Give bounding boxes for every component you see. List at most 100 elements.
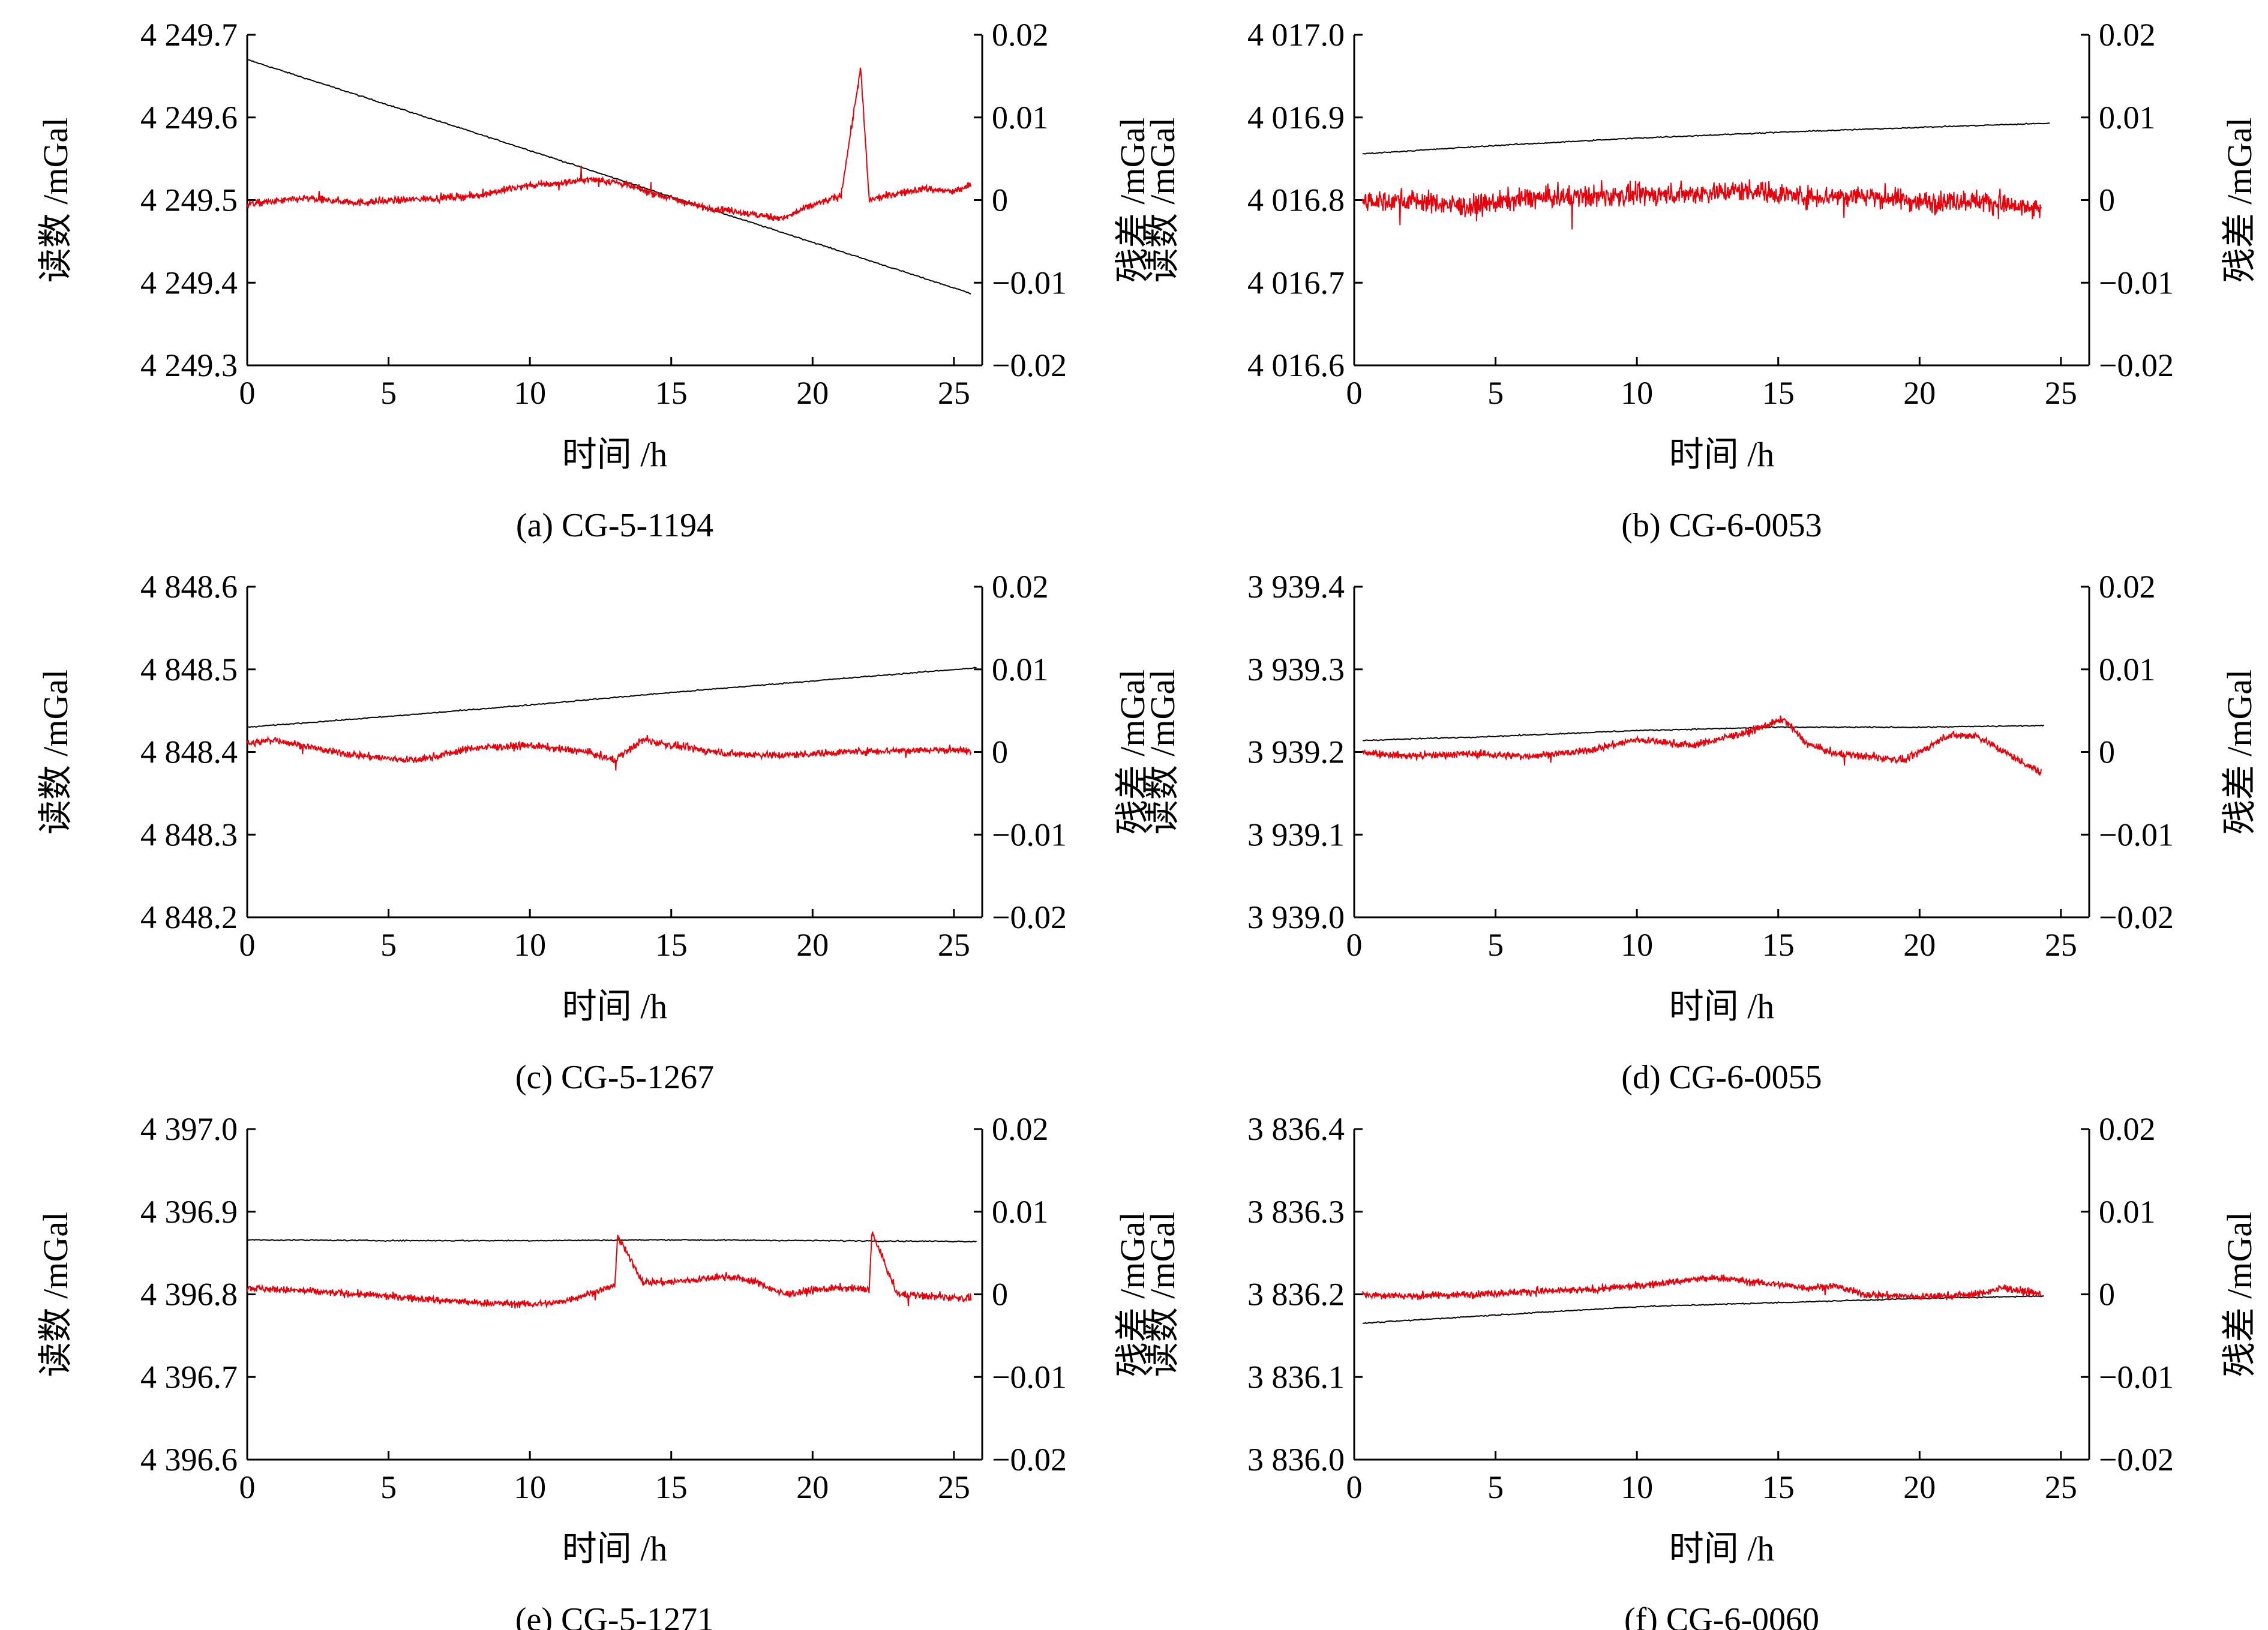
reading-line xyxy=(247,58,971,295)
y-right-tick-label: 0.01 xyxy=(992,100,1049,136)
y-right-axis-title: 残差 /mGal xyxy=(1113,118,1152,283)
x-axis-title: 时间 /h xyxy=(562,435,668,474)
y-left-tick-label: 4 848.2 xyxy=(140,899,238,935)
y-left-tick-label: 4 249.6 xyxy=(140,100,238,136)
y-right-tick-label: −0.02 xyxy=(2099,1442,2174,1478)
x-tick-label: 15 xyxy=(655,1469,688,1505)
x-tick-label: 15 xyxy=(1762,375,1795,411)
y-left-tick-label: 4 848.6 xyxy=(140,569,238,605)
y-right-tick-label: 0 xyxy=(2099,182,2115,218)
y-right-tick-label: −0.02 xyxy=(2099,347,2174,383)
residual-line xyxy=(1362,715,2042,776)
residual-line xyxy=(1362,179,2042,230)
x-tick-label: 25 xyxy=(2045,1469,2077,1505)
y-left-tick-label: 4 396.7 xyxy=(140,1359,238,1395)
y-right-tick-label: 0.01 xyxy=(2099,652,2156,688)
y-right-axis-title: 残差 /mGal xyxy=(2220,1212,2259,1377)
y-left-tick-label: 4 249.5 xyxy=(140,182,238,218)
y-right-tick-label: −0.01 xyxy=(992,265,1067,301)
y-right-tick-label: −0.01 xyxy=(2099,816,2174,852)
x-tick-label: 25 xyxy=(938,1469,970,1505)
y-right-axis-title: 残差 /mGal xyxy=(2220,118,2259,283)
y-right-tick-label: 0.02 xyxy=(2099,17,2156,53)
x-tick-label: 0 xyxy=(239,927,256,963)
x-tick-label: 20 xyxy=(1903,375,1936,411)
panel-caption: (a) CG-5-1194 xyxy=(516,507,713,544)
y-left-tick-label: 4 016.6 xyxy=(1247,347,1345,383)
x-tick-label: 10 xyxy=(1621,927,1653,963)
x-axis-title: 时间 /h xyxy=(562,1529,668,1568)
reading-line xyxy=(247,667,977,728)
x-tick-label: 20 xyxy=(1903,1469,1936,1505)
y-left-tick-label: 3 836.3 xyxy=(1247,1194,1345,1230)
y-left-tick-label: 4 249.3 xyxy=(140,347,238,383)
chart-panel-3: 0 5 10 15 20 25 3 939.0 3 939.1 3 939.2 3 939.3 3 … xyxy=(1143,569,2259,1096)
y-left-tick-label: 4 396.6 xyxy=(140,1442,238,1478)
y-right-tick-label: −0.01 xyxy=(992,816,1067,852)
residual-line xyxy=(1362,1274,2042,1301)
x-tick-label: 0 xyxy=(1346,375,1363,411)
reading-line xyxy=(1362,724,2045,742)
x-tick-label: 5 xyxy=(1487,1469,1504,1505)
x-tick-label: 10 xyxy=(1621,1469,1653,1505)
y-left-tick-label: 3 939.1 xyxy=(1247,816,1345,852)
x-axis-title: 时间 /h xyxy=(1669,1529,1775,1568)
x-tick-label: 0 xyxy=(1346,1469,1363,1505)
y-left-tick-label: 4 249.4 xyxy=(140,265,238,301)
y-left-tick-label: 4 249.7 xyxy=(140,17,238,53)
x-tick-label: 10 xyxy=(514,927,546,963)
y-left-tick-label: 4 848.4 xyxy=(140,734,238,770)
y-left-tick-label: 3 836.1 xyxy=(1247,1359,1345,1395)
y-right-tick-label: −0.01 xyxy=(2099,265,2174,301)
x-tick-label: 25 xyxy=(2045,927,2077,963)
y-right-tick-label: 0.01 xyxy=(2099,1194,2156,1230)
panel-caption: (b) CG-6-0053 xyxy=(1621,507,1822,544)
y-right-tick-label: −0.02 xyxy=(992,1442,1067,1478)
y-left-axis-title: 读数 /mGal xyxy=(1143,1212,1182,1377)
y-right-tick-label: −0.01 xyxy=(992,1359,1067,1395)
y-left-axis-title: 读数 /mGal xyxy=(1143,118,1182,283)
residual-line xyxy=(247,735,972,771)
y-left-tick-label: 4 397.0 xyxy=(140,1111,238,1147)
x-axis-title: 时间 /h xyxy=(1669,435,1775,474)
chart-panel-2: 0 5 10 15 20 25 4 848.2 4 848.3 4 848.4 4 848.5 4 … xyxy=(36,569,1152,1096)
y-right-tick-label: 0.02 xyxy=(2099,1111,2156,1147)
y-left-tick-label: 3 836.0 xyxy=(1247,1442,1345,1478)
x-tick-label: 10 xyxy=(514,375,546,411)
y-right-tick-label: 0 xyxy=(2099,1277,2115,1313)
reading-line xyxy=(1363,1295,2044,1325)
x-tick-label: 5 xyxy=(380,1469,397,1505)
y-left-tick-label: 4 396.8 xyxy=(140,1277,238,1313)
y-right-tick-label: 0.01 xyxy=(2099,100,2156,136)
reading-line xyxy=(247,1238,977,1243)
y-left-axis-title: 读数 /mGal xyxy=(36,670,75,834)
y-right-tick-label: 0.02 xyxy=(992,569,1049,605)
y-right-tick-label: 0.01 xyxy=(992,1194,1049,1230)
x-tick-label: 0 xyxy=(1346,927,1363,963)
x-tick-label: 20 xyxy=(796,927,829,963)
x-tick-label: 15 xyxy=(655,375,688,411)
chart-panel-4: 0 5 10 15 20 25 4 396.6 4 396.7 4 396.8 4 396.9 4 … xyxy=(36,1111,1152,1630)
residual-line xyxy=(247,67,972,221)
y-right-tick-label: 0.02 xyxy=(992,17,1049,53)
y-left-tick-label: 3 939.3 xyxy=(1247,652,1345,688)
reading-line xyxy=(1363,122,2050,155)
y-left-tick-label: 4 848.3 xyxy=(140,816,238,852)
chart-panel-1: 0 5 10 15 20 25 4 016.6 4 016.7 4 016.8 4 016.9 4 … xyxy=(1143,17,2259,544)
x-tick-label: 15 xyxy=(655,927,688,963)
panel-caption: (e) CG-5-1271 xyxy=(515,1601,714,1630)
y-right-tick-label: 0.02 xyxy=(992,1111,1049,1147)
panel-caption: (d) CG-6-0055 xyxy=(1621,1059,1822,1096)
y-right-tick-label: 0 xyxy=(992,734,1008,770)
x-tick-label: 20 xyxy=(796,1469,829,1505)
y-left-tick-label: 3 939.4 xyxy=(1247,569,1345,605)
y-left-tick-label: 4 016.8 xyxy=(1247,182,1345,218)
y-left-axis-title: 读数 /mGal xyxy=(36,1212,75,1377)
y-left-tick-label: 4 396.9 xyxy=(140,1194,238,1230)
x-tick-label: 0 xyxy=(239,1469,256,1505)
x-axis-title: 时间 /h xyxy=(562,987,668,1026)
x-tick-label: 15 xyxy=(1762,1469,1795,1505)
x-tick-label: 0 xyxy=(239,375,256,411)
x-tick-label: 20 xyxy=(1903,927,1936,963)
y-right-tick-label: 0 xyxy=(992,1277,1008,1313)
